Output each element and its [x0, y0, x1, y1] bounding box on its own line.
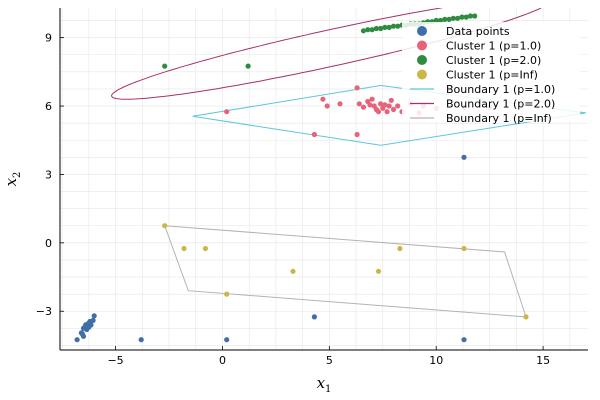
point-series-1	[354, 131, 360, 138]
point-series-3	[181, 245, 187, 252]
y-tick-label: 0	[45, 237, 52, 250]
legend-label: Boundary 1 (p=1.0)	[446, 83, 555, 96]
point-series-2	[472, 13, 478, 19]
point-series-3	[290, 268, 296, 274]
point-series-1	[367, 102, 373, 108]
point-series-1	[356, 101, 362, 107]
point-series-2	[382, 24, 388, 30]
point-series-2	[467, 13, 473, 19]
point-series-2	[433, 17, 439, 24]
point-series-2	[390, 23, 397, 29]
point-series-1	[382, 102, 388, 108]
point-series-0	[138, 337, 144, 343]
y-axis-label: x2	[2, 172, 23, 187]
x-tick-label: 15	[536, 354, 550, 367]
point-series-1	[360, 104, 367, 110]
point-series-0	[91, 313, 97, 319]
point-series-2	[459, 14, 465, 20]
legend-label: Boundary 1 (p=Inf)	[446, 112, 552, 125]
x-axis-label: x1	[317, 374, 332, 395]
point-series-2	[245, 63, 251, 69]
point-series-3	[224, 291, 230, 297]
legend-box	[402, 22, 580, 122]
legend-label: Boundary 1 (p=2.0)	[446, 98, 555, 111]
point-series-0	[79, 331, 85, 337]
point-series-3	[375, 268, 382, 274]
y-tick-label: −3	[36, 305, 52, 318]
point-series-3	[523, 314, 529, 320]
tick-labels: −5 0 5 10 15 −3 0 3 6 9	[36, 32, 550, 367]
legend-label: Cluster 1 (p=2.0)	[446, 54, 541, 67]
point-series-2	[162, 63, 168, 69]
legend-label: Cluster 1 (p=Inf)	[446, 69, 538, 82]
point-series-2	[442, 16, 448, 22]
point-series-2	[455, 15, 461, 21]
point-series-1	[390, 106, 397, 113]
point-series-1	[395, 103, 401, 109]
legend-label: Cluster 1 (p=1.0)	[446, 40, 541, 53]
point-series-2	[446, 16, 452, 22]
point-series-0	[224, 337, 230, 343]
boundary-line-6	[164, 225, 527, 318]
point-series-0	[90, 317, 96, 323]
point-series-1	[337, 101, 343, 107]
legend-label: Data points	[446, 25, 510, 38]
point-series-0	[74, 337, 80, 343]
point-series-1	[388, 97, 394, 103]
y-tick-label: 9	[45, 32, 52, 45]
point-series-2	[437, 17, 444, 24]
x-tick-label: −5	[107, 354, 123, 367]
point-series-1	[378, 101, 384, 107]
point-series-1	[384, 109, 390, 115]
point-series-1	[386, 103, 392, 109]
point-series-0	[461, 337, 467, 343]
point-series-1	[369, 96, 375, 102]
point-series-3	[461, 245, 467, 252]
axes	[59, 8, 588, 351]
legend-marker	[417, 55, 427, 65]
point-series-0	[82, 324, 88, 330]
point-series-0	[88, 322, 94, 328]
x-tick-label: 10	[429, 354, 443, 367]
legend-marker	[417, 40, 427, 51]
point-series-3	[202, 245, 208, 252]
x-tick-label: 5	[326, 354, 333, 367]
point-series-2	[395, 23, 401, 29]
point-series-2	[378, 25, 384, 32]
point-series-2	[463, 14, 469, 20]
point-series-2	[365, 27, 371, 33]
point-series-2	[386, 24, 392, 30]
point-series-1	[375, 109, 382, 115]
point-series-2	[360, 28, 367, 34]
boundary-line-4	[192, 84, 586, 146]
point-series-1	[354, 85, 360, 91]
point-series-2	[373, 25, 379, 32]
legend-marker	[417, 26, 427, 36]
point-series-2	[369, 27, 375, 33]
point-series-1	[311, 131, 317, 138]
point-series-1	[324, 103, 330, 109]
point-series-1	[224, 109, 230, 115]
point-series-0	[311, 314, 317, 320]
y-tick-label: 6	[45, 100, 52, 113]
point-series-3	[397, 245, 403, 252]
legend-marker	[417, 69, 427, 80]
y-tick-label: 3	[45, 168, 52, 181]
x-tick-label: 0	[219, 354, 226, 367]
point-series-0	[461, 154, 467, 160]
point-series-2	[450, 15, 456, 21]
point-series-3	[162, 223, 168, 229]
point-series-1	[320, 96, 326, 102]
